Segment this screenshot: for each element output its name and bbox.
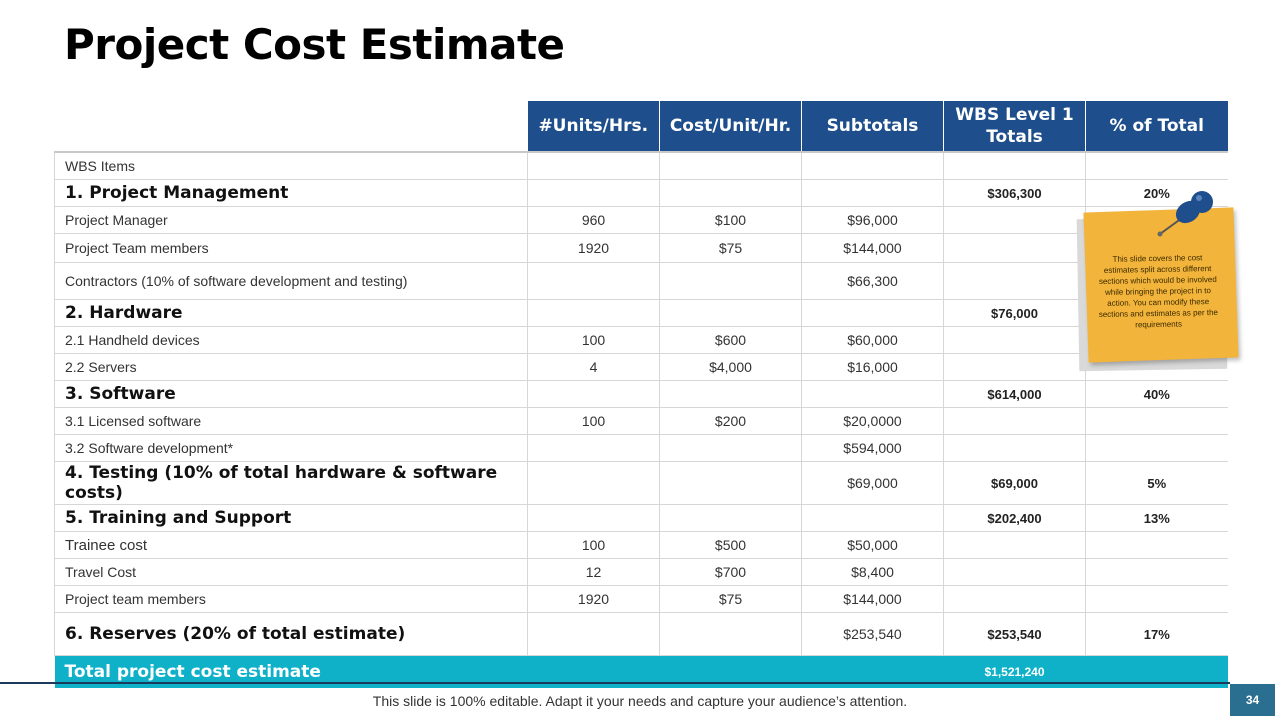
subtotal-cell: $96,000 [801, 206, 944, 234]
subtotal-cell: $50,000 [801, 531, 944, 559]
subtotal-cell: $69,000 [801, 461, 944, 505]
cost-cell: $75 [659, 585, 802, 613]
wbs-total-cell: $76,000 [943, 299, 1086, 327]
subtotal-cell: $66,300 [801, 262, 944, 300]
table-row: 2.1 Handheld devices 100 $600 $60,000 [54, 326, 1228, 354]
table-row: Project Manager 960 $100 $96,000 [54, 206, 1228, 234]
table-row: Project team members 1920 $75 $144,000 [54, 585, 1228, 613]
cost-cell: $200 [659, 407, 802, 435]
table-header-row: #Units/Hrs. Cost/Unit/Hr. Subtotals WBS … [54, 101, 1228, 153]
row-label: Contractors (10% of software development… [54, 262, 528, 300]
cost-cell: $500 [659, 531, 802, 559]
units-cell: 100 [527, 326, 660, 354]
table-row: Contractors (10% of software development… [54, 262, 1228, 300]
cost-estimate-table: #Units/Hrs. Cost/Unit/Hr. Subtotals WBS … [54, 101, 1228, 688]
cost-cell: $4,000 [659, 353, 802, 381]
units-cell: 100 [527, 531, 660, 559]
table-row: Travel Cost 12 $700 $8,400 [54, 558, 1228, 586]
cost-cell: $700 [659, 558, 802, 586]
section-row-project-management: 1. Project Management $306,300 20% [54, 179, 1228, 207]
percent-cell: 5% [1085, 461, 1228, 505]
subtotal-cell: $60,000 [801, 326, 944, 354]
section-row-hardware: 2. Hardware $76,000 [54, 299, 1228, 327]
table-row: 3.2 Software development* $594,000 [54, 434, 1228, 462]
footer-text: This slide is 100% editable. Adapt it yo… [372, 693, 908, 709]
wbs-items-label: WBS Items [54, 152, 528, 180]
wbs-total-cell: $253,540 [943, 612, 1086, 656]
slide-title: Project Cost Estimate [64, 20, 565, 69]
units-cell: 1920 [527, 585, 660, 613]
subtotal-cell: $144,000 [801, 233, 944, 263]
cost-cell: $100 [659, 206, 802, 234]
subtotal-cell: $253,540 [801, 612, 944, 656]
section-row-testing: 4. Testing (10% of total hardware & soft… [54, 461, 1228, 505]
wbs-total-cell: $202,400 [943, 504, 1086, 532]
row-label: 4. Testing (10% of total hardware & soft… [54, 461, 528, 505]
row-label: 2.2 Servers [54, 353, 528, 381]
header-blank-cell [54, 101, 528, 153]
col-wbs-totals-header: WBS Level 1 Totals [943, 101, 1086, 153]
row-label: 5. Training and Support [54, 504, 528, 532]
row-label: Project team members [54, 585, 528, 613]
page-number-badge: 34 [1230, 684, 1275, 716]
percent-cell: 40% [1085, 380, 1228, 408]
row-label: 2. Hardware [54, 299, 528, 327]
percent-cell: 13% [1085, 504, 1228, 532]
row-label: 1. Project Management [54, 179, 528, 207]
cost-cell: $600 [659, 326, 802, 354]
units-cell: 960 [527, 206, 660, 234]
row-label: Travel Cost [54, 558, 528, 586]
subtotal-cell: $16,000 [801, 353, 944, 381]
section-row-training: 5. Training and Support $202,400 13% [54, 504, 1228, 532]
table-row: Trainee cost 100 $500 $50,000 [54, 531, 1228, 559]
wbs-total-cell: $306,300 [943, 179, 1086, 207]
row-label: Trainee cost [54, 531, 528, 559]
units-cell: 12 [527, 558, 660, 586]
sticky-note-text: This slide covers the cost estimates spl… [1098, 253, 1219, 330]
subtotal-cell: $20,0000 [801, 407, 944, 435]
subtotal-cell: $144,000 [801, 585, 944, 613]
subtotal-cell: $8,400 [801, 558, 944, 586]
push-pin-icon [1157, 191, 1213, 237]
footer-divider [0, 682, 1230, 684]
table-row: WBS Items [54, 152, 1228, 180]
percent-cell: 17% [1085, 612, 1228, 656]
units-cell: 1920 [527, 233, 660, 263]
row-label: 3. Software [54, 380, 528, 408]
units-cell: 4 [527, 353, 660, 381]
subtotal-cell: $594,000 [801, 434, 944, 462]
row-label: Project Manager [54, 206, 528, 234]
col-subtotals-header: Subtotals [801, 101, 944, 153]
wbs-total-cell: $69,000 [943, 461, 1086, 505]
table-row: Project Team members 1920 $75 $144,000 [54, 233, 1228, 263]
section-row-software: 3. Software $614,000 40% [54, 380, 1228, 408]
row-label: 3.1 Licensed software [54, 407, 528, 435]
wbs-total-cell: $614,000 [943, 380, 1086, 408]
row-label: Project Team members [54, 233, 528, 263]
row-label: 3.2 Software development* [54, 434, 528, 462]
table-row: 2.2 Servers 4 $4,000 $16,000 [54, 353, 1228, 381]
row-label: 2.1 Handheld devices [54, 326, 528, 354]
cost-cell: $75 [659, 233, 802, 263]
units-cell: 100 [527, 407, 660, 435]
col-units-header: #Units/Hrs. [527, 101, 660, 153]
col-cost-header: Cost/Unit/Hr. [659, 101, 802, 153]
section-row-reserves: 6. Reserves (20% of total estimate) $253… [54, 612, 1228, 656]
table-row: 3.1 Licensed software 100 $200 $20,0000 [54, 407, 1228, 435]
col-percent-header: % of Total [1085, 101, 1228, 153]
row-label: 6. Reserves (20% of total estimate) [54, 612, 528, 656]
